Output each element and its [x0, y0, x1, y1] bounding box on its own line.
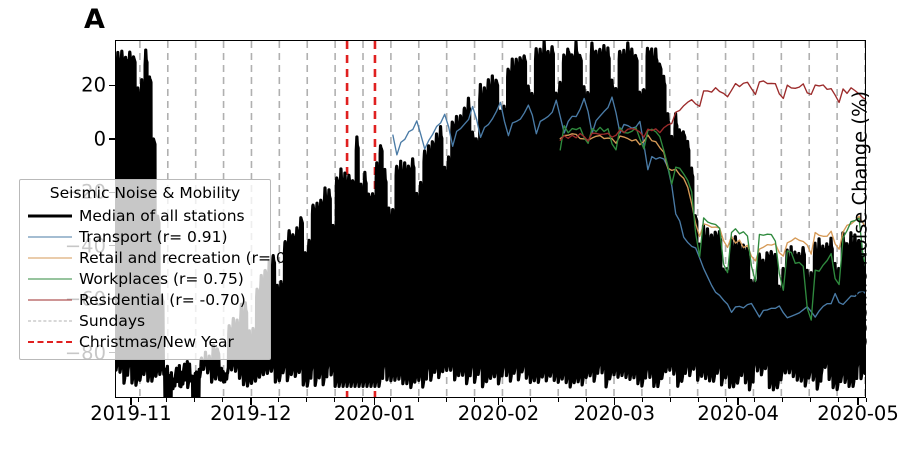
x-minor-tick — [725, 398, 727, 402]
legend-swatch-icon — [28, 273, 72, 285]
x-minor-tick — [837, 398, 839, 402]
x-minor-tick — [697, 398, 699, 402]
series-line-transport — [393, 97, 865, 318]
x-minor-tick — [334, 398, 336, 402]
series-line-workplaces — [560, 126, 865, 320]
legend-swatch-icon — [28, 294, 72, 306]
x-minor-tick — [474, 398, 476, 402]
x-minor-tick — [250, 398, 252, 402]
x-tick-label: 2020-05 — [817, 402, 899, 425]
x-minor-tick — [809, 398, 811, 402]
x-minor-tick — [446, 398, 448, 402]
legend-item-sundays: Sundays — [28, 311, 262, 332]
x-minor-tick — [278, 398, 280, 402]
x-minor-tick — [753, 398, 755, 402]
x-minor-tick — [501, 398, 503, 402]
y-tick-label: 0 — [93, 127, 106, 151]
legend-item-workplaces-r-0-75: Workplaces (r= 0.75) — [28, 269, 262, 290]
x-tick-label: 2019-12 — [210, 402, 292, 425]
legend-swatch-icon — [28, 315, 72, 327]
x-minor-tick — [781, 398, 783, 402]
legend-item-transport-r-0-91: Transport (r= 0.91) — [28, 227, 262, 248]
legend-label: Christmas/New Year — [79, 332, 234, 351]
x-minor-tick — [613, 398, 615, 402]
y-tick-label: 20 — [81, 73, 106, 97]
x-tick-mark — [737, 398, 739, 405]
x-minor-tick — [585, 398, 587, 402]
series-line-residential — [560, 81, 865, 141]
x-minor-tick — [362, 398, 364, 402]
legend-label: Residential (r= -0.70) — [79, 290, 246, 309]
x-minor-tick — [194, 398, 196, 402]
legend-item-residential-r-0-70: Residential (r= -0.70) — [28, 290, 262, 311]
y-axis-label-right: Seismic Noise Change (%) — [848, 90, 872, 348]
x-minor-tick — [306, 398, 308, 402]
legend-label: Sundays — [79, 311, 146, 330]
x-minor-tick — [418, 398, 420, 402]
x-minor-tick — [557, 398, 559, 402]
legend-label: Transport (r= 0.91) — [79, 227, 228, 246]
x-tick-mark — [497, 398, 500, 405]
legend-item-median-of-all-stations: Median of all stations — [28, 206, 262, 227]
x-tick-label: 2020-04 — [697, 402, 779, 425]
legend-swatch-icon — [28, 336, 72, 348]
legend-label: Retail and recreation (r= 0.99) — [79, 248, 317, 267]
legend-swatch-icon — [28, 252, 72, 264]
panel-label: A — [84, 4, 105, 35]
legend-label: Median of all stations — [79, 206, 245, 225]
x-tick-mark — [857, 398, 859, 405]
legend-item-christmas-new-year: Christmas/New Year — [28, 332, 262, 353]
x-minor-tick — [222, 398, 224, 402]
legend-item-retail-and-recreation-r-0-99: Retail and recreation (r= 0.99) — [28, 248, 316, 269]
x-tick-label: 2020-02 — [457, 402, 540, 425]
x-tick-label: 2019-11 — [90, 402, 172, 425]
x-tick-mark — [130, 398, 132, 405]
x-minor-tick — [390, 398, 392, 402]
x-minor-tick — [641, 398, 643, 402]
x-tick-label: 2020-01 — [333, 402, 416, 425]
series-line-retail-and-recreation — [560, 134, 865, 261]
x-minor-tick — [669, 398, 671, 402]
x-tick-label: 2020-03 — [573, 402, 656, 425]
x-minor-tick — [865, 398, 867, 402]
x-minor-tick — [529, 398, 531, 402]
legend-swatch-icon — [28, 210, 72, 222]
x-tick-mark — [373, 398, 376, 405]
chart-legend: Seismic Noise & Mobility Median of all s… — [19, 179, 316, 360]
legend-label: Workplaces (r= 0.75) — [79, 269, 244, 288]
x-minor-tick — [138, 398, 140, 402]
legend-swatch-icon — [28, 231, 72, 243]
legend-title: Seismic Noise & Mobility — [49, 184, 241, 202]
x-minor-tick — [166, 398, 168, 402]
